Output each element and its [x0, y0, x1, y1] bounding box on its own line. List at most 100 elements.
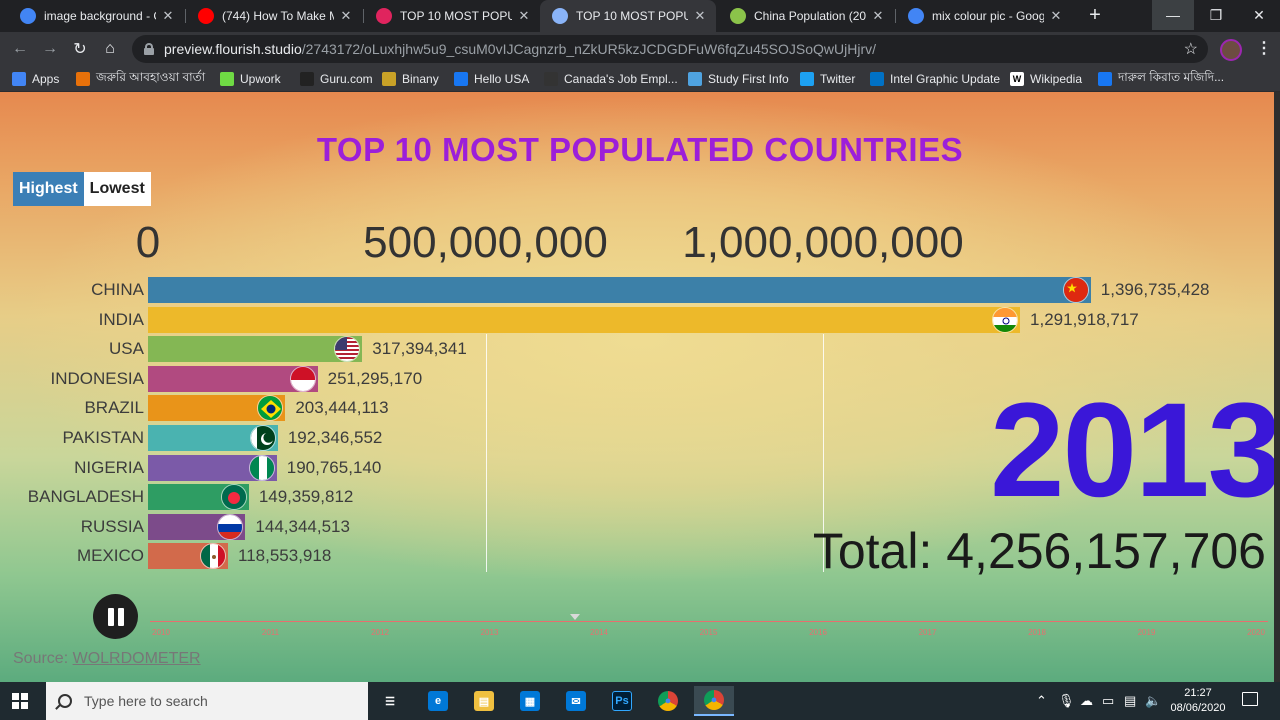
- timeline-handle[interactable]: [569, 614, 580, 620]
- timeline-slider[interactable]: [150, 621, 1268, 622]
- close-tab-icon[interactable]: ✕: [694, 8, 706, 23]
- lowest-button[interactable]: Lowest: [83, 172, 151, 206]
- bookmark-item[interactable]: Apps: [12, 70, 59, 88]
- bookmark-item[interactable]: Guru.com: [300, 70, 373, 88]
- pause-button[interactable]: [93, 594, 138, 639]
- bookmark-item[interactable]: Hello USA: [454, 70, 529, 88]
- x-axis-tick-label: 0: [135, 218, 161, 267]
- back-icon[interactable]: ←: [12, 40, 28, 57]
- browser-tab[interactable]: mix colour pic - Google ✕: [896, 0, 1072, 32]
- bar-category-label: PAKISTAN: [62, 428, 144, 447]
- battery-icon[interactable]: ▭: [1102, 693, 1115, 708]
- address-bar[interactable]: preview.flourish.studio/2743172/oLuxhjhw…: [132, 35, 1208, 63]
- bar-value-label: 192,346,552: [287, 428, 383, 447]
- bar-category-label: INDONESIA: [50, 368, 144, 388]
- bookmark-label: জরুরি আবহাওয়া বার্তা: [96, 70, 206, 84]
- browser-tab[interactable]: image background - Go ✕: [8, 0, 184, 32]
- bar-row: USA 317,394,341: [0, 336, 1280, 363]
- source-link[interactable]: WOLRDOMETER: [72, 650, 201, 667]
- x-axis-tick-label: 1,000,000,000: [682, 218, 964, 267]
- system-clock[interactable]: 21:27 08/06/2020: [1163, 686, 1233, 716]
- bookmark-item[interactable]: Upwork: [220, 70, 281, 88]
- chrome-icon[interactable]: ●: [648, 686, 688, 716]
- flourish-page: TOP 10 MOST POPULATED COUNTRIES Highest …: [0, 92, 1280, 682]
- clock-time: 21:27: [1184, 687, 1212, 699]
- mail-icon[interactable]: ✉: [556, 686, 596, 716]
- close-tab-icon[interactable]: ✕: [340, 8, 352, 23]
- bookmark-label: Wikipedia: [1030, 72, 1083, 86]
- profile-avatar[interactable]: [1220, 39, 1242, 61]
- youtube-icon: [198, 8, 214, 24]
- x-axis-tick-label: 500,000,000: [363, 218, 608, 267]
- taskbar-search-input[interactable]: Type here to search: [46, 682, 368, 720]
- browser-tab[interactable]: TOP 10 MOST POPULAT ✕: [540, 0, 716, 32]
- highest-button[interactable]: Highest: [13, 172, 84, 206]
- bar-category-label: BRAZIL: [84, 398, 144, 418]
- close-tab-icon[interactable]: ✕: [872, 8, 884, 23]
- tab-title: (744) How To Make Mo: [222, 9, 334, 23]
- task-view-icon[interactable]: ☰: [370, 686, 410, 716]
- browser-menu-icon[interactable]: ⋮: [1256, 40, 1272, 57]
- bar-value-label: 1,396,735,428: [1100, 280, 1210, 299]
- upwork-icon: [220, 72, 234, 86]
- population-total: Total: 4,256,157,706: [812, 523, 1266, 579]
- source-prefix: Source:: [13, 650, 73, 667]
- windows-taskbar: Type here to search ☰ e ▤ ▦ ✉ Ps ● ● ⌃ 🎙 ☁ ▭ ▤ …: [0, 682, 1280, 720]
- file-explorer-icon[interactable]: ▤: [464, 686, 504, 716]
- home-icon[interactable]: ⌂: [105, 40, 115, 57]
- close-window-button[interactable]: ✕: [1253, 6, 1265, 23]
- microphone-icon[interactable]: 🎙: [1058, 693, 1075, 708]
- bangladesh-flag: [220, 484, 247, 511]
- browser-tab[interactable]: China Population (2020 ✕: [718, 0, 894, 32]
- bookmark-item[interactable]: Twitter: [800, 70, 855, 88]
- chrome-profile-icon[interactable]: ●: [694, 686, 734, 716]
- restore-button[interactable]: ❐: [1209, 6, 1223, 23]
- network-icon[interactable]: ▤: [1124, 693, 1137, 708]
- lock-icon: [144, 43, 154, 55]
- new-tab-button[interactable]: +: [1089, 4, 1101, 26]
- wikipedia-icon: W: [1010, 72, 1024, 86]
- timeline-year-label: 2020: [1247, 628, 1265, 637]
- bar-category-label: NIGERIA: [74, 457, 144, 477]
- bar-row: CHINA 1,396,735,428: [0, 277, 1280, 303]
- volume-icon[interactable]: 🔈: [1145, 693, 1162, 708]
- w-icon: [730, 8, 746, 24]
- source-credit: Source: WOLRDOMETER: [13, 650, 201, 668]
- bookmark-item[interactable]: W Wikipedia: [1010, 70, 1082, 88]
- bar: [148, 365, 318, 392]
- bookmark-item[interactable]: Canada's Job Empl...: [544, 70, 678, 88]
- taskbar-app-glyph: ●: [704, 690, 724, 710]
- edge-icon[interactable]: e: [418, 686, 458, 716]
- taskbar-app-glyph: ▦: [520, 691, 540, 711]
- photoshop-icon[interactable]: Ps: [602, 686, 642, 716]
- globe-icon: [552, 8, 568, 24]
- minimize-button[interactable]: —: [1152, 0, 1194, 30]
- timeline-year-label: 2016: [809, 628, 827, 637]
- reload-icon[interactable]: ↻: [73, 41, 87, 58]
- windows-start-icon[interactable]: [12, 693, 28, 709]
- bookmark-label: Hello USA: [474, 72, 530, 86]
- taskbar-app-glyph: e: [428, 691, 448, 711]
- close-tab-icon[interactable]: ✕: [162, 8, 174, 23]
- store-icon[interactable]: ▦: [510, 686, 550, 716]
- browser-tab[interactable]: TOP 10 MOST POPULAT ✕: [364, 0, 540, 32]
- notifications-icon[interactable]: [1242, 692, 1258, 706]
- bookmark-icon: [76, 72, 90, 86]
- close-tab-icon[interactable]: ✕: [1050, 8, 1062, 23]
- taskbar-app-glyph: ✉: [566, 691, 586, 711]
- tab-title: mix colour pic - Google: [932, 9, 1044, 23]
- browser-tab[interactable]: (744) How To Make Mo ✕: [186, 0, 362, 32]
- bookmark-item[interactable]: জরুরি আবহাওয়া বার্তা: [76, 70, 205, 88]
- chevron-up-icon[interactable]: ⌃: [1036, 693, 1047, 708]
- forward-icon[interactable]: →: [42, 40, 58, 57]
- bookmark-item[interactable]: দারুল কিরাত মজিদি...: [1098, 70, 1224, 88]
- close-tab-icon[interactable]: ✕: [518, 8, 530, 23]
- bookmark-label: Canada's Job Empl...: [564, 72, 678, 86]
- bookmark-star-icon[interactable]: ☆: [1183, 41, 1198, 58]
- bookmark-item[interactable]: Intel Graphic Update: [870, 70, 1000, 88]
- bookmark-label: Twitter: [820, 72, 856, 86]
- page-scrollbar[interactable]: [1274, 92, 1280, 682]
- onedrive-icon[interactable]: ☁: [1080, 693, 1093, 708]
- bookmark-item[interactable]: Binany: [382, 70, 439, 88]
- bookmark-item[interactable]: Study First Info: [688, 70, 789, 88]
